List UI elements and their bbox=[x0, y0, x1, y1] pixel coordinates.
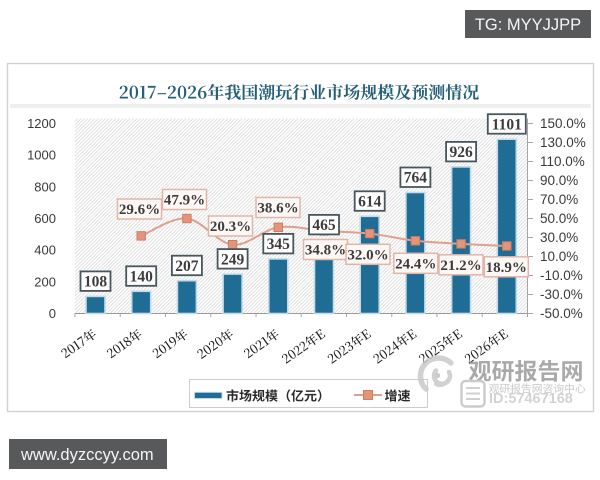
svg-text:-50.0%: -50.0% bbox=[540, 306, 583, 321]
svg-text:800: 800 bbox=[34, 179, 56, 194]
svg-text:110.0%: 110.0% bbox=[540, 154, 585, 169]
svg-text:400: 400 bbox=[34, 243, 56, 258]
svg-text:1000: 1000 bbox=[27, 148, 56, 163]
svg-text:600: 600 bbox=[34, 211, 56, 226]
svg-text:30.0%: 30.0% bbox=[540, 230, 578, 245]
svg-text:764: 764 bbox=[404, 170, 428, 187]
svg-text:249: 249 bbox=[221, 251, 245, 268]
svg-text:90.0%: 90.0% bbox=[540, 173, 578, 188]
svg-text:TG: MYYJJPP: TG: MYYJJPP bbox=[475, 16, 581, 34]
svg-text:10.0%: 10.0% bbox=[540, 249, 578, 264]
svg-text:50.0%: 50.0% bbox=[540, 211, 578, 226]
svg-text:1200: 1200 bbox=[27, 116, 56, 131]
svg-text:200: 200 bbox=[34, 274, 56, 289]
svg-text:465: 465 bbox=[312, 217, 336, 234]
svg-text:614: 614 bbox=[358, 194, 382, 211]
svg-text:0: 0 bbox=[49, 306, 56, 321]
svg-text:32.0%: 32.0% bbox=[347, 248, 388, 264]
svg-text:130.0%: 130.0% bbox=[540, 135, 586, 150]
svg-text:108: 108 bbox=[84, 274, 108, 291]
svg-text:29.6%: 29.6% bbox=[119, 202, 160, 218]
svg-text:www.dyzccyy.com: www.dyzccyy.com bbox=[20, 446, 154, 464]
svg-text:47.9%: 47.9% bbox=[164, 193, 205, 209]
svg-text:-10.0%: -10.0% bbox=[540, 268, 583, 283]
svg-text:21.2%: 21.2% bbox=[440, 258, 481, 274]
svg-text:24.4%: 24.4% bbox=[395, 257, 436, 273]
svg-text:ID:57467168: ID:57467168 bbox=[489, 391, 573, 407]
svg-text:-30.0%: -30.0% bbox=[540, 287, 583, 302]
svg-text:150.0%: 150.0% bbox=[540, 116, 586, 131]
svg-text:207: 207 bbox=[175, 258, 199, 275]
svg-text:18.9%: 18.9% bbox=[486, 260, 527, 276]
svg-text:345: 345 bbox=[267, 236, 291, 253]
svg-text:1101: 1101 bbox=[492, 116, 522, 133]
svg-text:926: 926 bbox=[449, 144, 473, 161]
svg-text:38.6%: 38.6% bbox=[257, 201, 298, 217]
svg-text:20.3%: 20.3% bbox=[210, 219, 251, 235]
svg-text:34.8%: 34.8% bbox=[305, 243, 346, 259]
svg-text:70.0%: 70.0% bbox=[540, 192, 578, 207]
svg-text:140: 140 bbox=[130, 269, 154, 286]
